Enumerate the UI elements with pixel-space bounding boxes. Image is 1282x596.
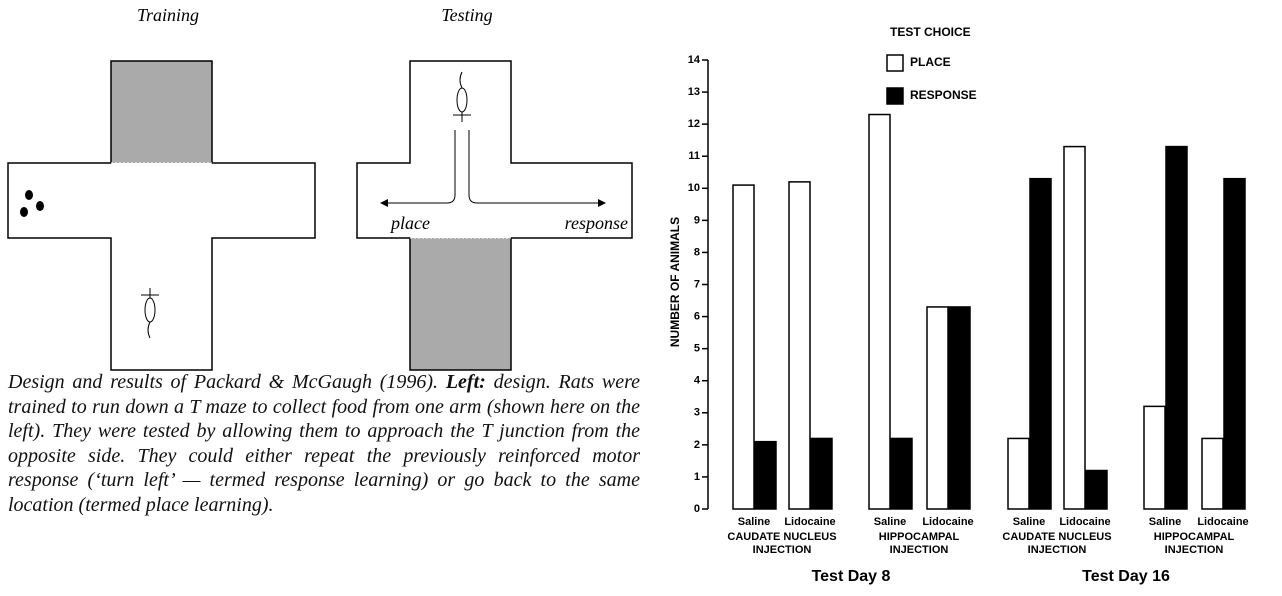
group-label: INJECTION xyxy=(1165,544,1224,556)
y-tick-label: 9 xyxy=(694,214,700,226)
x-tick-label: Lidocaine xyxy=(1197,516,1248,528)
legend-label: RESPONSE xyxy=(910,88,977,102)
legend-swatch xyxy=(887,55,903,71)
caption-lead: Design and results of Packard & McGaugh … xyxy=(8,371,438,393)
testing-label: Testing xyxy=(441,5,492,25)
bar xyxy=(1144,406,1165,509)
y-tick-label: 5 xyxy=(694,343,700,355)
bar xyxy=(869,115,890,509)
y-tick-label: 4 xyxy=(694,375,701,387)
y-tick-label: 11 xyxy=(688,150,700,162)
y-tick-label: 14 xyxy=(688,54,701,66)
food xyxy=(36,201,44,211)
testing-maze: place response xyxy=(357,61,632,370)
y-tick-label: 3 xyxy=(694,407,700,419)
y-tick-label: 8 xyxy=(694,246,700,258)
bar xyxy=(1030,179,1051,509)
y-tick-label: 12 xyxy=(688,118,700,130)
group-label: INJECTION xyxy=(753,544,812,556)
caption: Design and results of Packard & McGaugh … xyxy=(8,370,640,517)
bar xyxy=(949,307,970,509)
x-tick-label: Saline xyxy=(874,516,906,528)
y-tick-label: 7 xyxy=(694,278,700,290)
group-label: INJECTION xyxy=(1028,544,1087,556)
bar xyxy=(811,438,832,509)
legend-label: PLACE xyxy=(910,55,951,69)
legend-title: TEST CHOICE xyxy=(890,25,971,39)
maze-diagram: Training Testing place response xyxy=(0,0,650,380)
bar xyxy=(755,442,776,509)
group-label: CAUDATE NUCLEUS xyxy=(727,531,836,543)
bar xyxy=(1008,438,1029,509)
x-tick-label: Saline xyxy=(1149,516,1181,528)
x-tick-label: Saline xyxy=(1013,516,1045,528)
path-arrows xyxy=(382,130,604,203)
group-label: CAUDATE NUCLEUS xyxy=(1002,531,1111,543)
rat xyxy=(141,288,159,338)
caption-bold: Left: xyxy=(446,371,486,393)
training-maze xyxy=(8,61,315,370)
bar xyxy=(927,307,948,509)
day-label: Test Day 8 xyxy=(812,568,891,585)
x-tick-label: Lidocaine xyxy=(784,516,835,528)
training-label: Training xyxy=(137,5,199,25)
y-tick-label: 2 xyxy=(694,439,700,451)
y-tick-label: 0 xyxy=(694,503,700,515)
y-tick-label: 10 xyxy=(688,182,700,194)
y-axis-label: NUMBER OF ANIMALS xyxy=(668,217,682,347)
legend-swatch xyxy=(887,88,903,104)
group-label: HIPPOCAMPAL xyxy=(1154,531,1235,543)
bar xyxy=(1166,147,1187,509)
response-label: response xyxy=(565,213,628,233)
day-label: Test Day 16 xyxy=(1082,568,1170,585)
bar xyxy=(1086,471,1107,509)
goal-arm xyxy=(410,238,511,370)
bar xyxy=(891,438,912,509)
x-tick-label: Saline xyxy=(738,516,770,528)
goal-arm xyxy=(111,61,212,163)
page: Training Testing place response Design a… xyxy=(0,0,1282,596)
group-label: INJECTION xyxy=(890,544,949,556)
bar xyxy=(1202,438,1223,509)
food xyxy=(25,190,33,200)
bar xyxy=(1224,179,1245,509)
place-label: place xyxy=(389,213,430,233)
food xyxy=(20,207,28,217)
x-tick-label: Lidocaine xyxy=(922,516,973,528)
y-tick-label: 13 xyxy=(688,86,700,98)
x-tick-label: Lidocaine xyxy=(1059,516,1110,528)
rat xyxy=(453,72,471,122)
group-label: HIPPOCAMPAL xyxy=(879,531,960,543)
y-tick-label: 1 xyxy=(694,471,700,483)
bar xyxy=(1064,147,1085,509)
bar xyxy=(789,182,810,509)
y-tick-label: 6 xyxy=(694,310,700,322)
bar xyxy=(733,185,754,509)
